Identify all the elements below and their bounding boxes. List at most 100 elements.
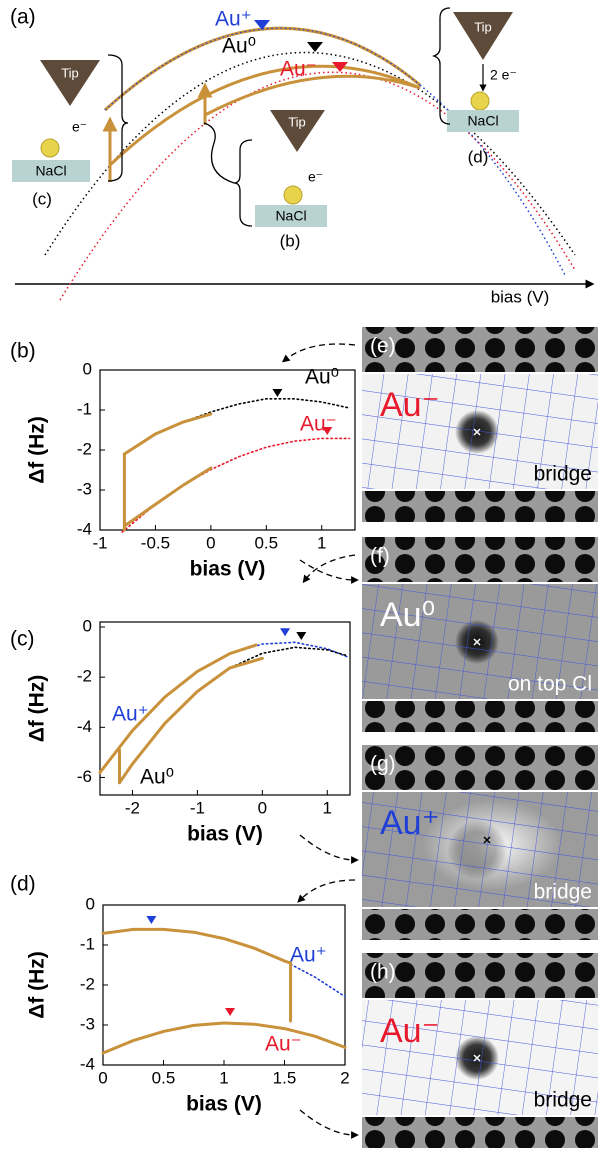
y-tick-label: 0 <box>83 359 92 378</box>
grid <box>362 584 598 699</box>
image-panels: (e) Au⁻ bridge (f) Au⁰ on top Cl (g) Au⁺ bridge (… <box>362 327 598 1148</box>
vertex <box>332 62 348 72</box>
vertex <box>254 20 270 30</box>
measured <box>204 74 421 117</box>
series-label: Au⁰ <box>140 766 174 789</box>
vertex-marker <box>146 916 157 924</box>
x-tick-label: 0 <box>206 533 215 552</box>
series-label: Au⁻ <box>300 413 337 436</box>
measured-line <box>101 1021 347 1055</box>
brace <box>203 122 253 227</box>
y-tick-label: -2 <box>77 439 92 458</box>
connectors <box>281 343 359 1139</box>
y-tick-label: -4 <box>80 1054 95 1073</box>
state-label: Au⁺ <box>215 8 252 31</box>
y-tick-label: -6 <box>77 767 92 786</box>
panel-label: (c) <box>10 628 35 651</box>
x-tick-label: 2 <box>340 1068 349 1087</box>
x-tick-label: -0.5 <box>141 533 170 552</box>
substrate-label: NaCl <box>467 113 498 129</box>
inset-label: (d) <box>468 147 489 166</box>
tip-label: Tip <box>474 19 492 34</box>
y-axis-label: Δf (Hz) <box>26 675 49 743</box>
y-tick-label: -1 <box>77 399 92 418</box>
axis-label: bias (V) <box>491 287 550 306</box>
stm-top <box>362 327 598 372</box>
vertex-marker <box>296 632 307 641</box>
substrate <box>12 160 90 182</box>
series-label: Au⁺ <box>112 703 149 726</box>
stm-top <box>362 953 598 998</box>
stm-bottom <box>362 491 598 522</box>
vertex-marker <box>225 1008 236 1016</box>
brace <box>431 7 451 125</box>
stm-bottom <box>362 701 598 732</box>
measured-line <box>117 656 264 785</box>
stm-top <box>362 537 598 582</box>
substrate <box>255 205 327 227</box>
au-plus-curve <box>104 27 421 111</box>
panel-label: (g) <box>370 753 396 776</box>
tip-label: Tip <box>61 65 79 80</box>
y-axis-label: Δf (Hz) <box>26 951 49 1019</box>
species-label: Au⁺ <box>380 804 440 842</box>
grid <box>362 1000 598 1115</box>
atom <box>283 185 303 205</box>
x-tick-label: 1 <box>219 1068 228 1087</box>
stm-bottom <box>362 1117 598 1148</box>
inset-label: (c) <box>32 189 52 208</box>
site-mark <box>483 836 491 844</box>
y-tick-label: -4 <box>77 717 92 736</box>
stm-top <box>362 745 598 790</box>
tip <box>453 12 513 60</box>
x-axis-label: bias (V) <box>186 1093 262 1116</box>
y-tick-label: -2 <box>77 667 92 686</box>
x-tick-label: 1 <box>317 533 326 552</box>
tip <box>40 60 100 106</box>
state-label: Au⁻ <box>280 58 317 81</box>
measured <box>103 26 421 112</box>
x-axis-label: bias (V) <box>187 823 263 846</box>
x-tick-label: 0.5 <box>254 533 278 552</box>
electron: e⁻ <box>308 169 323 185</box>
measured-line <box>122 466 213 528</box>
site-mark <box>473 1054 481 1062</box>
y-tick-label: -3 <box>77 479 92 498</box>
fit-line <box>121 437 351 533</box>
vertex-marker <box>272 389 283 397</box>
vertex-marker <box>322 427 333 435</box>
measured-line <box>98 643 258 774</box>
atom <box>40 138 60 158</box>
y-tick-label: -2 <box>80 974 95 993</box>
panel-label: (f) <box>370 545 390 568</box>
vertex-marker <box>280 628 291 637</box>
panel-label: (e) <box>370 335 396 358</box>
plot-frame <box>99 369 356 531</box>
atom <box>470 91 490 111</box>
y-tick-label: 0 <box>83 616 92 635</box>
x-tick-label: 0.5 <box>152 1068 176 1087</box>
tip <box>270 110 325 152</box>
site-label: bridge <box>534 1089 592 1112</box>
grid <box>362 792 598 907</box>
schematic: (a) bias (V) Au⁺ Au⁰ Au⁻ Tip NaCl e⁻ (c)… <box>10 6 595 306</box>
x-tick-label: -1 <box>190 798 205 817</box>
y-tick-label: -3 <box>80 1014 95 1033</box>
x-tick-label: 0 <box>98 1068 107 1087</box>
series-label: Au⁺ <box>290 944 327 967</box>
substrate-label: NaCl <box>35 163 66 179</box>
electron: e⁻ <box>72 119 87 135</box>
stm-bottom <box>362 909 598 940</box>
site-label: bridge <box>534 881 592 904</box>
y-tick-label: -4 <box>77 519 92 538</box>
x-tick-label: 1 <box>323 798 332 817</box>
electron: 2 e⁻ <box>490 67 517 83</box>
site-mark <box>473 638 481 646</box>
species-label: Au⁻ <box>380 386 440 424</box>
au-minus-curve <box>59 71 576 301</box>
x-tick-label: 0 <box>258 798 267 817</box>
inset-label: (b) <box>280 231 301 250</box>
x-tick-label: -2 <box>125 798 140 817</box>
measured-line <box>122 412 213 456</box>
